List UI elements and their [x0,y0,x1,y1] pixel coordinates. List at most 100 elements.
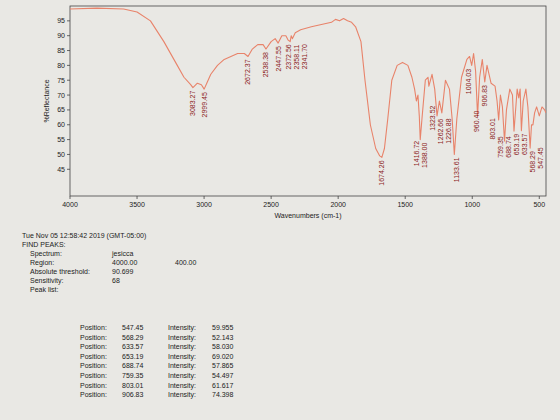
field-value: 400.00 [175,259,197,266]
peak-label: 3083.27 [189,91,196,116]
y-tick-label: 70 [57,92,65,99]
peak-label: 2999.45 [201,92,208,117]
field-label: Spectrum: [30,250,62,258]
peak-label: 1004.03 [465,69,472,94]
intensity-label: Intensity: [168,372,196,380]
x-tick-label: 2000 [330,201,346,208]
x-tick [204,196,205,199]
peak-label: 568.29 [529,151,536,173]
position-label: Position: [80,343,107,350]
y-tick-label: 50 [57,151,65,158]
y-tick [67,20,70,21]
peak-label: 688.74 [505,136,512,158]
x-tick [271,196,272,199]
page: 4550556065707580859095400035003000250020… [0,0,560,420]
x-tick-label: 3500 [129,201,145,208]
x-tick-label: 500 [533,201,545,208]
intensity-value: 61.617 [212,382,234,389]
x-axis-title: Wavenumbers (cm-1) [274,212,341,220]
y-tick-label: 90 [57,32,65,39]
field-value: 90.699 [112,268,134,275]
x-tick-label: 3000 [196,201,212,208]
x-tick-label: 1500 [397,201,413,208]
peak-list-label: Peak list: [30,286,58,293]
position-label: Position: [80,324,107,331]
peak-label: 1388.00 [421,142,428,167]
intensity-value: 69.020 [212,353,234,360]
paper [0,0,560,420]
x-tick [338,196,339,199]
y-tick [67,65,70,66]
y-tick [67,80,70,81]
position-value: 547.45 [122,324,144,331]
y-tick-label: 60 [57,121,65,128]
peak-label: 547.45 [537,147,544,169]
position-label: Position: [80,372,107,379]
x-tick-label: 4000 [62,201,78,208]
peak-label: 1133.61 [453,157,460,182]
y-tick [67,139,70,140]
field-value: jesicca [111,250,134,258]
peak-label: 1323.52 [429,105,436,130]
y-tick [67,154,70,155]
x-tick [137,196,138,199]
field-label: Sensitivity: [30,277,64,285]
intensity-value: 74.398 [212,391,234,398]
peak-label: 2341.70 [301,44,308,69]
y-tick-label: 85 [57,47,65,54]
position-value: 568.29 [122,334,144,341]
peak-label: 633.57 [521,134,528,156]
intensity-label: Intensity: [168,353,196,361]
plot-area [70,8,546,157]
y-tick-label: 45 [57,166,65,173]
intensity-label: Intensity: [168,382,196,390]
y-axis-title: %Reflectance [43,79,50,122]
y-tick-label: 80 [57,62,65,69]
peak-label: 1674.26 [378,160,385,185]
position-value: 906.83 [122,391,144,398]
y-tick [67,50,70,51]
intensity-label: Intensity: [168,324,196,332]
peak-label: 2447.55 [275,46,282,71]
x-tick-label: 2500 [263,201,279,208]
x-tick [70,196,71,199]
peak-label: 759.35 [497,136,504,158]
position-value: 633.57 [122,343,144,350]
peak-label: 2372.56 [285,44,292,69]
x-tick [405,196,406,199]
peak-label: 2538.38 [262,52,269,77]
peak-label: 1416.72 [413,141,420,166]
position-value: 688.74 [122,362,144,369]
intensity-label: Intensity: [168,343,196,351]
intensity-value: 58.030 [212,343,234,350]
position-label: Position: [80,334,107,341]
intensity-value: 52.143 [212,334,234,341]
peak-label: 653.19 [513,134,520,156]
peak-label: 2672.37 [244,59,251,84]
y-tick [67,124,70,125]
field-value: 4000.00 [112,259,137,266]
intensity-label: Intensity: [168,391,196,399]
y-tick [67,109,70,110]
plot-frame [70,6,546,196]
peak-label: 803.01 [489,118,496,140]
intensity-label: Intensity: [168,362,196,370]
intensity-value: 57.865 [212,362,234,369]
y-tick [67,95,70,96]
peak-label: 2358.11 [293,45,300,70]
y-tick-label: 75 [57,77,65,84]
intensity-value: 54.497 [212,372,234,379]
field-value: 68 [112,277,120,284]
intensity-value: 59.955 [212,324,234,331]
position-value: 803.01 [122,382,144,389]
y-tick-label: 55 [57,136,65,143]
position-label: Position: [80,391,107,398]
peak-label: 960.40 [473,111,480,133]
timestamp: Tue Nov 05 12:58:42 2019 (GMT-05:00) [22,232,146,240]
position-label: Position: [80,353,107,360]
report-heading: FIND PEAKS: [22,241,66,248]
field-label: Region: [30,259,54,267]
x-tick-label: 1000 [464,201,480,208]
position-label: Position: [80,362,107,369]
spectrum-line [70,8,546,157]
